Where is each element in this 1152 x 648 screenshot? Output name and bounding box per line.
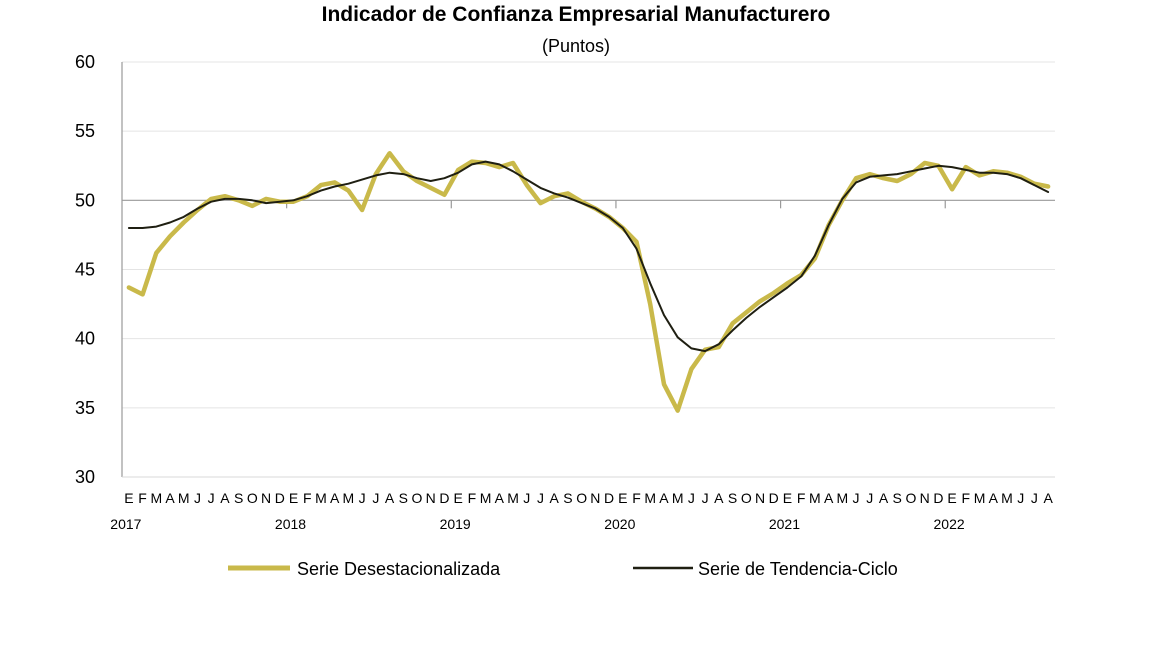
y-tick-label: 45 (75, 260, 95, 280)
x-tick-label: O (905, 490, 916, 506)
series-line-tendencia-ciclo (127, 160, 1050, 353)
x-tick-label: F (797, 490, 806, 506)
year-label: 2022 (934, 516, 965, 532)
chart-title: Indicador de Confianza Empresarial Manuf… (322, 3, 831, 26)
x-tick-label: J (523, 490, 530, 506)
y-tick-label: 50 (75, 190, 95, 210)
x-tick-label: M (1001, 490, 1013, 506)
y-tick-label: 35 (75, 398, 95, 418)
legend-label-tendencia: Serie de Tendencia-Ciclo (698, 559, 898, 579)
x-tick-label: A (659, 490, 669, 506)
x-tick-label: D (275, 490, 285, 506)
year-label: 2020 (604, 516, 635, 532)
x-tick-label: S (563, 490, 572, 506)
x-tick-label: M (480, 490, 492, 506)
x-tick-label: E (947, 490, 956, 506)
x-tick-label: A (385, 490, 395, 506)
x-tick-label: J (688, 490, 695, 506)
x-tick-label: N (590, 490, 600, 506)
x-tick-label: M (836, 490, 848, 506)
x-tick-label: M (178, 490, 190, 506)
x-tick-label: J (372, 490, 379, 506)
series-lines (126, 151, 1051, 413)
x-tick-label: S (234, 490, 243, 506)
y-tick-label: 55 (75, 121, 95, 141)
x-tick-label: O (412, 490, 423, 506)
x-tick-label: N (261, 490, 271, 506)
x-tick-label: S (893, 490, 902, 506)
x-tick-label: J (702, 490, 709, 506)
x-tick-label: M (315, 490, 327, 506)
x-tick-label: D (439, 490, 449, 506)
x-tick-label: F (138, 490, 147, 506)
legend: Serie Desestacionalizada Serie de Tenden… (228, 559, 898, 579)
x-tick-label: M (150, 490, 162, 506)
y-tick-label: 40 (75, 329, 95, 349)
series-line-desestacionalizada (126, 151, 1051, 413)
x-tick-label: F (468, 490, 477, 506)
x-tick-label: M (507, 490, 519, 506)
x-tick-label: J (194, 490, 201, 506)
x-tick-label: J (1031, 490, 1038, 506)
x-tick-label: J (208, 490, 215, 506)
x-tick-label: F (303, 490, 312, 506)
legend-label-desestacionalizada: Serie Desestacionalizada (297, 559, 501, 579)
x-tick-label: M (644, 490, 656, 506)
x-tick-label: J (853, 490, 860, 506)
x-tick-label: N (755, 490, 765, 506)
x-tick-label: A (330, 490, 340, 506)
year-label: 2021 (769, 516, 800, 532)
x-tick-label: E (783, 490, 792, 506)
x-tick-label: N (426, 490, 436, 506)
y-axis-ticks: 30 35 40 45 50 55 60 (75, 52, 95, 487)
x-tick-label: E (453, 490, 462, 506)
x-tick-label: S (399, 490, 408, 506)
x-tick-label: F (962, 490, 971, 506)
x-tick-label: D (933, 490, 943, 506)
chart-subtitle: (Puntos) (542, 36, 610, 56)
y-tick-label: 30 (75, 467, 95, 487)
year-label: 2017 (110, 516, 141, 532)
y-tick-label: 60 (75, 52, 95, 72)
gridlines (121, 61, 1055, 478)
x-tick-label: A (495, 490, 505, 506)
x-tick-label: O (576, 490, 587, 506)
x-tick-label: J (537, 490, 544, 506)
x-tick-label: A (550, 490, 560, 506)
x-tick-label: N (920, 490, 930, 506)
year-label: 2019 (440, 516, 471, 532)
x-tick-label: E (124, 490, 133, 506)
x-tick-label: M (809, 490, 821, 506)
x-tick-label: A (824, 490, 834, 506)
x-tick-label: A (879, 490, 889, 506)
x-tick-label: A (1043, 490, 1053, 506)
x-tick-label: D (769, 490, 779, 506)
x-tick-label: A (165, 490, 175, 506)
x-tick-label: M (672, 490, 684, 506)
x-tick-label: F (632, 490, 641, 506)
x-tick-label: M (343, 490, 355, 506)
x-tick-label: O (741, 490, 752, 506)
x-tick-label: J (359, 490, 366, 506)
x-tick-label: J (866, 490, 873, 506)
x-tick-label: A (714, 490, 724, 506)
x-tick-label: S (728, 490, 737, 506)
year-label: 2018 (275, 516, 306, 532)
x-tick-label: A (989, 490, 999, 506)
x-tick-label: M (974, 490, 986, 506)
x-tick-label: O (247, 490, 258, 506)
x-tick-label: E (618, 490, 627, 506)
x-tick-label: E (289, 490, 298, 506)
x-tick-label: D (604, 490, 614, 506)
x-tick-label: J (1017, 490, 1024, 506)
x-tick-label: A (220, 490, 230, 506)
